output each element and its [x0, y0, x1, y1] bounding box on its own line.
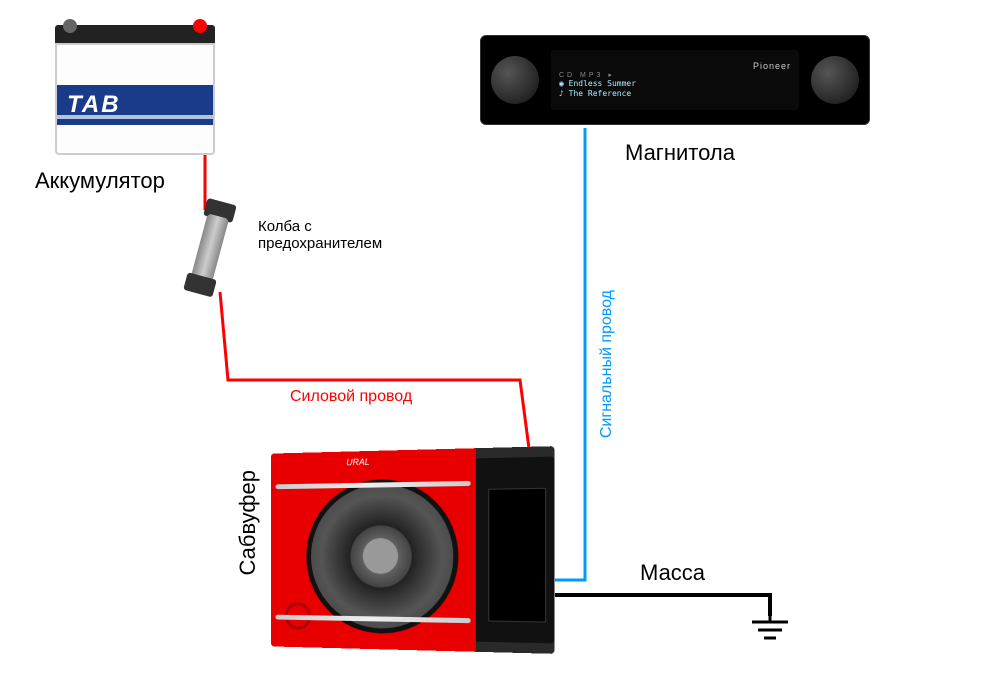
headunit-icons: CD MP3 ▸ — [559, 71, 791, 79]
sub-brand: URAL — [346, 457, 369, 467]
headunit-brand: Pioneer — [559, 61, 791, 71]
headunit-line2: ♪ The Reference — [559, 89, 791, 99]
headunit-label: Магнитола — [625, 140, 735, 166]
speaker-dustcap — [363, 538, 398, 574]
battery-neg-terminal — [63, 19, 77, 33]
subwoofer-label: Сабвуфер — [235, 470, 261, 576]
headunit-right-knob — [811, 56, 859, 104]
ground-wire — [555, 595, 770, 616]
headunit-component: Pioneer CD MP3 ▸ ◉ Endless Summer ♪ The … — [480, 35, 870, 125]
fuse-body — [191, 213, 229, 281]
battery-brand-strip: TAB — [57, 85, 213, 125]
ground-label: Масса — [640, 560, 705, 586]
battery-pos-terminal — [193, 19, 207, 33]
ground-icon — [750, 612, 800, 652]
battery-component: TAB — [55, 25, 215, 155]
sub-face: URAL — [271, 448, 476, 652]
battery-label: Аккумулятор — [35, 168, 165, 194]
battery-body: TAB — [55, 43, 215, 155]
fuse-component — [166, 193, 253, 302]
power-wire-label: Силовой провод — [290, 388, 412, 406]
subwoofer-component: URAL — [265, 450, 550, 670]
battery-top — [55, 25, 215, 43]
headunit-display: Pioneer CD MP3 ▸ ◉ Endless Summer ♪ The … — [551, 50, 799, 110]
signal-wire — [555, 128, 585, 580]
sub-amp-panel — [488, 488, 546, 623]
headunit-line1: ◉ Endless Summer — [559, 79, 791, 89]
fuse-label: Колба с предохранителем — [258, 218, 382, 252]
sub-box: URAL — [271, 446, 555, 654]
sub-side — [476, 457, 555, 644]
headunit-left-knob — [491, 56, 539, 104]
speaker-driver — [306, 478, 458, 635]
signal-wire-label: Сигнальный провод — [598, 290, 616, 438]
battery-handle — [57, 115, 213, 119]
